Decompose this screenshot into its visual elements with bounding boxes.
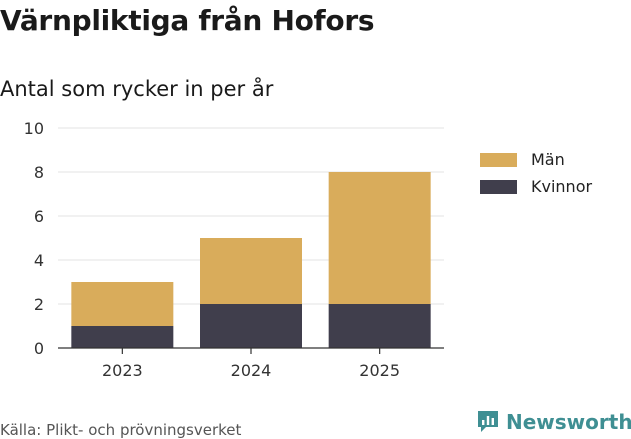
legend-label: Män bbox=[531, 150, 565, 169]
bar-kvinnor-2024 bbox=[200, 304, 302, 348]
brand-logo: Newsworthy bbox=[476, 409, 631, 435]
bars bbox=[71, 172, 431, 348]
y-tick-label: 2 bbox=[34, 295, 44, 314]
y-tick-label: 6 bbox=[34, 207, 44, 226]
bar-män-2025 bbox=[328, 172, 431, 304]
legend-item-kvinnor: Kvinnor bbox=[480, 173, 592, 200]
chart-title: Värnpliktiga från Hofors bbox=[0, 4, 375, 37]
y-tick-label: 10 bbox=[24, 119, 44, 138]
newsworthy-logo-icon bbox=[478, 411, 498, 432]
bar-kvinnor-2023 bbox=[71, 326, 174, 348]
legend: Män Kvinnor bbox=[480, 146, 592, 200]
legend-swatch bbox=[480, 152, 517, 167]
chart-subtitle: Antal som rycker in per år bbox=[0, 77, 274, 101]
legend-swatch bbox=[480, 179, 517, 194]
bar-kvinnor-2025 bbox=[328, 304, 431, 348]
x-tick-label: 2023 bbox=[102, 361, 143, 380]
bar-män-2023 bbox=[71, 282, 174, 326]
legend-label: Kvinnor bbox=[531, 177, 593, 196]
x-tick-label: 2024 bbox=[231, 361, 272, 380]
brand-name: Newsworthy bbox=[506, 410, 631, 434]
x-axis: 2023 2024 2025 bbox=[58, 347, 444, 380]
y-tick-label: 8 bbox=[34, 163, 44, 182]
legend-item-män: Män bbox=[480, 146, 592, 173]
source-note: Källa: Plikt- och prövningsverket bbox=[0, 421, 242, 439]
x-tick-label: 2025 bbox=[359, 361, 400, 380]
y-tick-label: 0 bbox=[34, 339, 44, 358]
y-tick-label: 4 bbox=[34, 251, 44, 270]
bar-män-2024 bbox=[200, 238, 302, 304]
y-axis-tick-labels: 0 2 4 6 8 10 bbox=[24, 119, 44, 358]
